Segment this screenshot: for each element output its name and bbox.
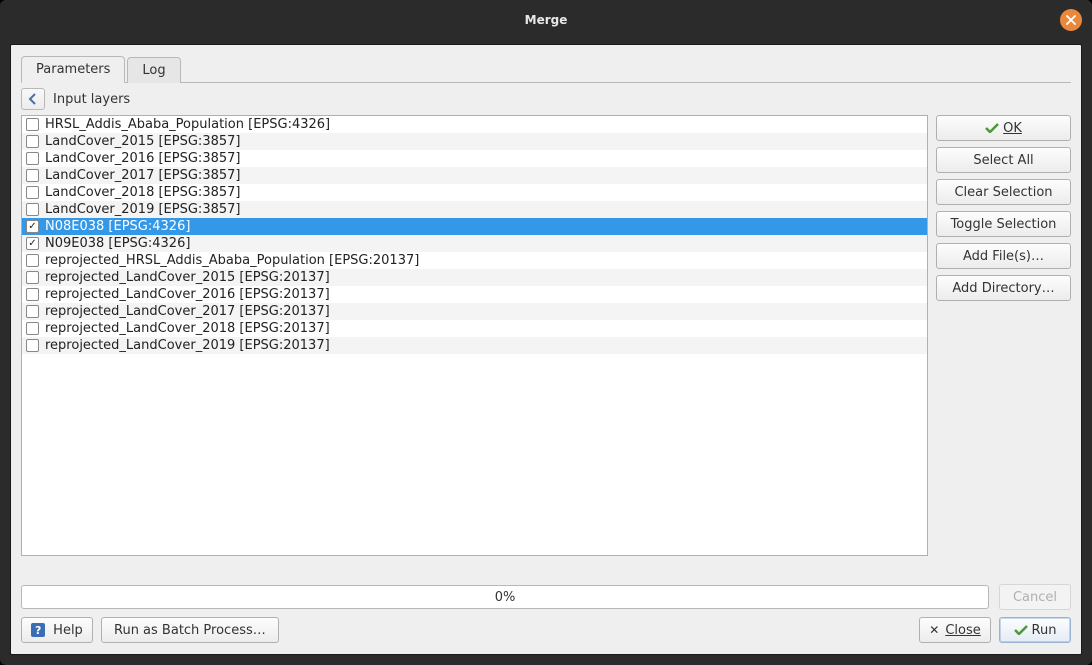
layer-label: reprojected_LandCover_2016 [EPSG:20137] (45, 287, 330, 302)
layer-label: reprojected_LandCover_2015 [EPSG:20137] (45, 270, 330, 285)
check-icon (1014, 625, 1028, 635)
layer-checkbox[interactable]: ✓ (26, 220, 39, 233)
layer-row[interactable]: ✓ N08E038 [EPSG:4326] (22, 218, 927, 235)
run-batch-button[interactable]: Run as Batch Process… (101, 617, 279, 643)
content-row: HRSL_Addis_Ababa_Population [EPSG:4326] L… (21, 115, 1071, 556)
add-files-button[interactable]: Add File(s)… (936, 243, 1071, 269)
ok-button[interactable]: OK (936, 115, 1071, 141)
layer-checkbox[interactable] (26, 339, 39, 352)
layer-label: LandCover_2015 [EPSG:3857] (45, 134, 240, 149)
layer-checkbox[interactable] (26, 186, 39, 199)
help-button[interactable]: ? Help (21, 617, 93, 643)
side-buttons: OK Select All Clear Selection Toggle Sel… (936, 115, 1071, 556)
nav-label: Input layers (53, 92, 130, 107)
run-label: Run (1032, 623, 1057, 638)
chevron-left-icon (28, 93, 38, 105)
layer-row[interactable]: reprojected_LandCover_2015 [EPSG:20137] (22, 269, 927, 286)
titlebar: Merge (0, 0, 1092, 40)
footer-row: ? Help Run as Batch Process… ✕ Close Run (21, 616, 1071, 644)
close-icon (1066, 15, 1076, 25)
layer-label: N09E038 [EPSG:4326] (45, 236, 190, 251)
select-all-button[interactable]: Select All (936, 147, 1071, 173)
layer-row[interactable]: HRSL_Addis_Ababa_Population [EPSG:4326] (22, 116, 927, 133)
window-close-button[interactable] (1060, 9, 1082, 31)
toggle-selection-button[interactable]: Toggle Selection (936, 211, 1071, 237)
layer-label: N08E038 [EPSG:4326] (45, 219, 190, 234)
back-button[interactable] (21, 88, 45, 110)
check-icon (985, 123, 999, 133)
layer-label: reprojected_LandCover_2019 [EPSG:20137] (45, 338, 330, 353)
tab-parameters[interactable]: Parameters (21, 56, 125, 83)
layer-row[interactable]: reprojected_LandCover_2016 [EPSG:20137] (22, 286, 927, 303)
layer-label: LandCover_2019 [EPSG:3857] (45, 202, 240, 217)
help-label: Help (53, 623, 83, 638)
x-icon: ✕ (929, 623, 939, 637)
window-title: Merge (525, 13, 568, 27)
close-button[interactable]: ✕ Close (919, 617, 991, 643)
layer-label: reprojected_LandCover_2018 [EPSG:20137] (45, 321, 330, 336)
layer-checkbox[interactable] (26, 305, 39, 318)
layer-row[interactable]: reprojected_LandCover_2017 [EPSG:20137] (22, 303, 927, 320)
clear-selection-button[interactable]: Clear Selection (936, 179, 1071, 205)
progress-bar: 0% (21, 585, 989, 609)
layer-checkbox[interactable] (26, 288, 39, 301)
layer-checkbox[interactable] (26, 152, 39, 165)
layer-checkbox[interactable] (26, 135, 39, 148)
nav-row: Input layers (21, 87, 1071, 111)
layer-label: LandCover_2018 [EPSG:3857] (45, 185, 240, 200)
layer-row[interactable]: LandCover_2017 [EPSG:3857] (22, 167, 927, 184)
layer-label: LandCover_2017 [EPSG:3857] (45, 168, 240, 183)
layer-row[interactable]: LandCover_2019 [EPSG:3857] (22, 201, 927, 218)
layer-list[interactable]: HRSL_Addis_Ababa_Population [EPSG:4326] L… (21, 115, 928, 556)
add-directory-button[interactable]: Add Directory… (936, 275, 1071, 301)
cancel-button: Cancel (999, 584, 1071, 610)
layer-row[interactable]: reprojected_HRSL_Addis_Ababa_Population … (22, 252, 927, 269)
layer-checkbox[interactable] (26, 254, 39, 267)
run-button[interactable]: Run (999, 617, 1071, 643)
layer-label: reprojected_LandCover_2017 [EPSG:20137] (45, 304, 330, 319)
progress-row: 0% Cancel (21, 584, 1071, 610)
layer-checkbox[interactable]: ✓ (26, 237, 39, 250)
help-icon: ? (31, 623, 45, 637)
layer-label: LandCover_2016 [EPSG:3857] (45, 151, 240, 166)
layer-row[interactable]: LandCover_2015 [EPSG:3857] (22, 133, 927, 150)
close-label: Close (945, 623, 980, 638)
layer-checkbox[interactable] (26, 322, 39, 335)
tab-log[interactable]: Log (127, 57, 180, 83)
layer-checkbox[interactable] (26, 118, 39, 131)
layer-label: reprojected_HRSL_Addis_Ababa_Population … (45, 253, 419, 268)
layer-row[interactable]: reprojected_LandCover_2018 [EPSG:20137] (22, 320, 927, 337)
layer-checkbox[interactable] (26, 203, 39, 216)
ok-label: OK (1003, 121, 1022, 136)
dialog-body: Parameters Log Input layers HRSL_Addis_A… (10, 44, 1082, 655)
layer-checkbox[interactable] (26, 271, 39, 284)
layer-row[interactable]: LandCover_2016 [EPSG:3857] (22, 150, 927, 167)
layer-label: HRSL_Addis_Ababa_Population [EPSG:4326] (45, 117, 330, 132)
tab-bar: Parameters Log (21, 55, 1071, 83)
layer-row[interactable]: reprojected_LandCover_2019 [EPSG:20137] (22, 337, 927, 354)
layer-row[interactable]: LandCover_2018 [EPSG:3857] (22, 184, 927, 201)
layer-row[interactable]: ✓ N09E038 [EPSG:4326] (22, 235, 927, 252)
merge-dialog-window: Merge Parameters Log Input layers HRSL_A… (0, 0, 1092, 665)
layer-checkbox[interactable] (26, 169, 39, 182)
